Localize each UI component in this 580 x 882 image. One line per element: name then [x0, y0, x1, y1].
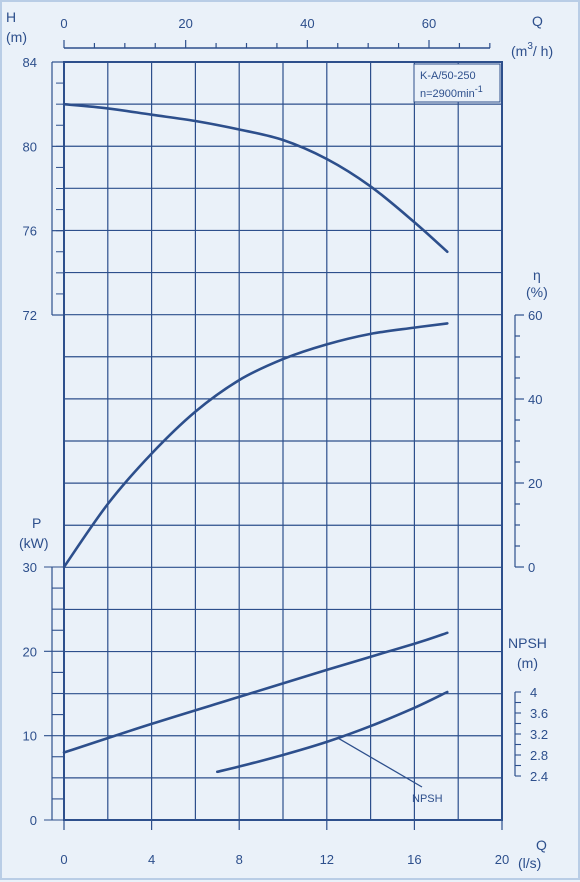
model-name: K-A/50-250	[420, 70, 476, 82]
efficiency-tick-label: 40	[528, 392, 542, 407]
efficiency-tick-label: 60	[528, 308, 542, 323]
efficiency-axis-label: η	[533, 267, 541, 283]
grid	[63, 61, 503, 821]
power-tick-label: 0	[30, 813, 37, 828]
head-tick-label: 84	[23, 55, 37, 70]
npsh-tick-label: 3.2	[530, 727, 548, 742]
q-top-label: Q	[532, 13, 543, 29]
q-top-unit-tail: / h)	[533, 43, 553, 59]
curves	[62, 102, 449, 774]
model-speed-sup: -1	[475, 84, 483, 94]
npsh-leader-line	[337, 737, 423, 788]
head-axis-label: H	[6, 9, 16, 25]
q-top-tick-label: 0	[60, 16, 67, 31]
head-axis-unit: (m)	[6, 29, 27, 45]
q-top-unit: (m3/ h)	[511, 41, 553, 59]
q-bottom-tick-label: 0	[60, 852, 67, 867]
q-bottom-unit: (l/s)	[518, 855, 541, 871]
head-curve	[62, 102, 449, 254]
npsh-axis: 2.4 2.8 3.2 3.6 4	[514, 685, 548, 784]
q-bottom-tick-label: 12	[320, 852, 334, 867]
q-top-unit-prefix: (m	[511, 43, 527, 59]
power-tick-label: 20	[23, 644, 37, 659]
npsh-annotation: NPSH	[412, 793, 443, 805]
npsh-tick-label: 2.4	[530, 769, 548, 784]
efficiency-axis: 0 20 40 60	[514, 308, 542, 575]
q-bottom-tick-label: 20	[495, 852, 509, 867]
npsh-tick-label: 4	[530, 685, 537, 700]
model-box: K-A/50-250 n=2900min-1	[413, 63, 501, 103]
head-tick-label: 72	[23, 308, 37, 323]
q-bottom-tick-label: 8	[236, 852, 243, 867]
model-speed-text: n=2900min	[420, 88, 475, 100]
power-axis-label: P	[32, 515, 41, 531]
npsh-tick-label: 3.6	[530, 706, 548, 721]
q-top-unit-sup: 3	[527, 41, 533, 52]
q-top-tick-label: 40	[300, 16, 314, 31]
q-ls-axis: 0 4 8 12 16 20	[60, 820, 509, 867]
npsh-axis-label: NPSH	[508, 635, 547, 651]
power-axis-unit: (kW)	[19, 535, 49, 551]
efficiency-tick-label: 20	[528, 476, 542, 491]
q-top-tick-label: 60	[422, 16, 436, 31]
q-m3h-axis: 0 20 40 60	[60, 16, 491, 49]
npsh-tick-label: 2.8	[530, 748, 548, 763]
head-tick-label: 80	[23, 139, 37, 154]
q-bottom-label: Q	[536, 837, 547, 853]
power-tick-label: 30	[23, 560, 37, 575]
head-axis: 72 76 80 84	[23, 55, 64, 323]
efficiency-axis-unit: (%)	[526, 284, 548, 300]
head-tick-label: 76	[23, 224, 37, 239]
npsh-axis-unit: (m)	[517, 655, 538, 671]
q-bottom-tick-label: 4	[148, 852, 155, 867]
q-bottom-tick-label: 16	[407, 852, 421, 867]
npsh-curve	[216, 690, 449, 774]
power-curve	[62, 631, 449, 754]
model-speed: n=2900min-1	[420, 84, 483, 100]
power-axis: 0 10 20 30	[23, 560, 64, 828]
efficiency-tick-label: 0	[528, 560, 535, 575]
q-top-tick-label: 20	[178, 16, 192, 31]
power-tick-label: 10	[23, 729, 37, 744]
efficiency-curve	[62, 322, 449, 569]
